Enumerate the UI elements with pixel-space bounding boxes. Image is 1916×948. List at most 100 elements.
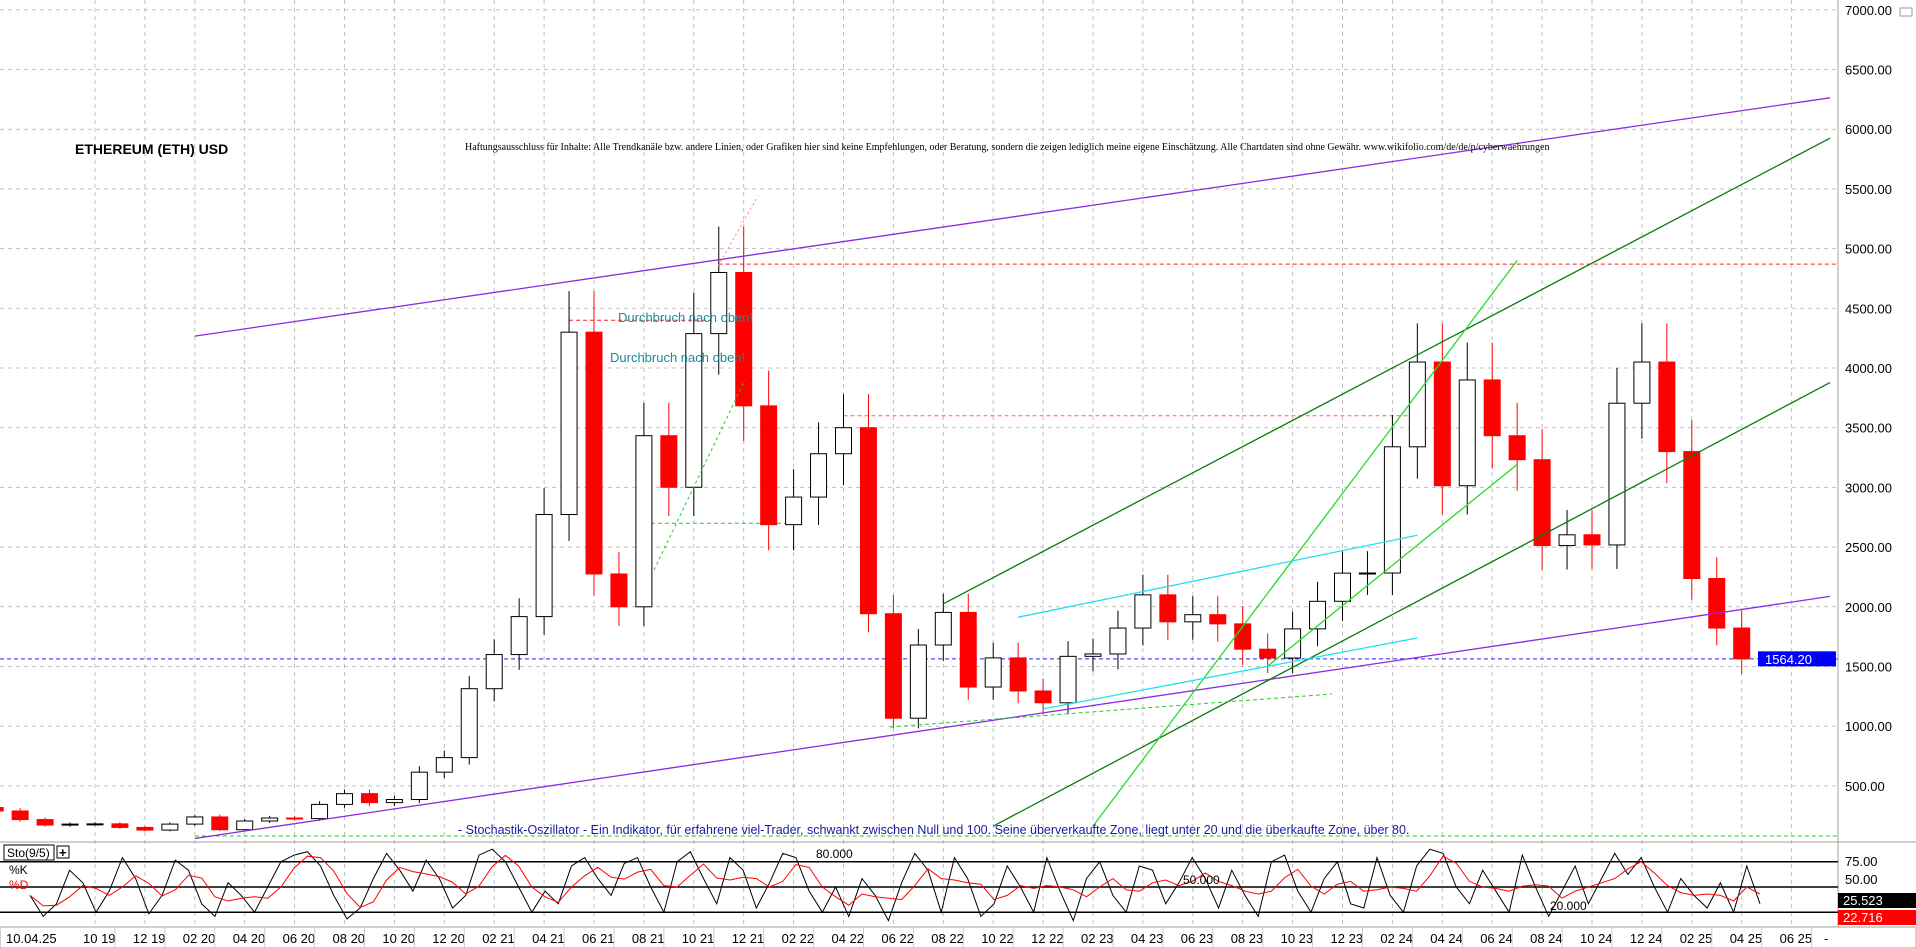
d-value: 22.716: [1843, 910, 1883, 925]
candles: [0, 226, 1751, 832]
upper-channel-line: [194, 97, 1831, 337]
date-tick-label: 10 19: [83, 931, 116, 946]
candle-body: [1284, 628, 1302, 659]
k-value-box: [1838, 893, 1916, 908]
candle-body: [435, 757, 453, 773]
current-date: 10.04.25: [6, 931, 57, 946]
date-tick-label: 02 20: [183, 931, 216, 946]
candle-body: [1334, 572, 1351, 602]
price-tick-label: 1500.00: [1845, 660, 1892, 675]
candle-body: [1309, 600, 1327, 630]
cyan-1-line: [1018, 534, 1418, 618]
candle-body: [485, 654, 503, 690]
price-tick-label: 5000.00: [1845, 242, 1892, 257]
date-tick-label: 10 24: [1580, 931, 1613, 946]
axis-scroll-button[interactable]: -: [1824, 931, 1828, 946]
light-green-2-line: [1267, 463, 1518, 667]
osc-tick-75: 75.00: [1845, 854, 1878, 869]
candle-body: [835, 427, 852, 455]
candle-body: [984, 657, 1002, 688]
indicator-label: Sto(9/5): [7, 846, 50, 860]
candle-body: [1533, 459, 1551, 547]
price-tick-label: 2000.00: [1845, 600, 1892, 615]
candle-body: [635, 435, 653, 608]
osc-level-20: 20.000: [1550, 899, 1587, 913]
candle-body: [1708, 578, 1726, 629]
candle-body: [286, 817, 304, 820]
date-tick-label: 12 22: [1031, 931, 1064, 946]
date-tick-label: 06 25: [1780, 931, 1813, 946]
price-tick-label: 5500.00: [1845, 182, 1892, 197]
d-value-box: [1838, 910, 1916, 925]
date-tick-label: 02 25: [1680, 931, 1713, 946]
candle-body: [760, 405, 778, 526]
date-tick-label: 12 23: [1331, 931, 1364, 946]
stochastic-k-line: [29, 848, 1761, 923]
candle-body: [934, 611, 952, 646]
candle-body: [61, 823, 79, 826]
candle-body: [1683, 451, 1701, 580]
date-axis: [0, 926, 1916, 948]
candle-body: [1259, 648, 1277, 659]
candle-body: [884, 613, 902, 719]
candle-body: [1433, 361, 1451, 487]
candle-body: [735, 271, 753, 407]
panel-minimize-icon[interactable]: [1899, 7, 1913, 17]
date-tick-label: 06 22: [881, 931, 914, 946]
candle-body: [186, 816, 204, 825]
candle-body: [211, 816, 229, 831]
candle-body: [585, 331, 603, 575]
candle-body: [360, 793, 378, 804]
candle-body: [959, 611, 977, 688]
date-tick-label: 02 21: [482, 931, 515, 946]
candle-body: [0, 807, 4, 812]
candle-body: [161, 823, 179, 831]
candle-body: [236, 820, 254, 831]
date-tick-label: 12 19: [133, 931, 166, 946]
grid: [0, 0, 1838, 927]
date-tick-label: 08 20: [333, 931, 366, 946]
indicator-label-box[interactable]: [3, 844, 55, 861]
candle-body: [36, 819, 54, 826]
date-tick-label: 06 24: [1480, 931, 1513, 946]
date-tick-label: 08 23: [1231, 931, 1264, 946]
candle-body: [1658, 361, 1676, 453]
date-tick-label: 04 23: [1131, 931, 1164, 946]
trend-lines: [194, 97, 1831, 840]
candle-body: [1009, 657, 1027, 692]
price-tick-label: 3000.00: [1845, 480, 1892, 495]
last-price-label: 1564.20: [1765, 652, 1812, 667]
disclaimer: Haftungsausschluss für Inhalte: Alle Tre…: [465, 142, 1550, 153]
candle-body: [560, 331, 578, 516]
dotted-helper-line: [717, 195, 759, 267]
candle-body: [111, 823, 129, 828]
price-tick-label: 4000.00: [1845, 361, 1892, 376]
candle-body: [1134, 594, 1152, 629]
stochastic-d-line: [29, 854, 1761, 909]
d-label: %D: [9, 878, 29, 892]
date-tick-label: 02 22: [782, 931, 815, 946]
candle-body: [859, 427, 877, 615]
price-tick-label: 3500.00: [1845, 421, 1892, 436]
date-tick-label: 10 21: [682, 931, 715, 946]
candle-body: [1184, 614, 1202, 623]
green-channel-bottom-line: [992, 381, 1831, 827]
date-tick-label: 10 20: [382, 931, 415, 946]
candle-body: [1209, 614, 1227, 625]
stochastic-panel: [0, 848, 1838, 923]
candle-body: [1733, 627, 1751, 660]
date-tick-label: 10 23: [1281, 931, 1314, 946]
candle-body: [11, 810, 29, 821]
candle-body: [1508, 435, 1526, 461]
last-price-box: [1758, 651, 1836, 667]
price-axis: 7000.00 6500.00 6000.00 5500.00 5000.00 4500.…: [1845, 3, 1892, 794]
osc-level-50: 50.000: [1183, 873, 1220, 887]
candle-body: [136, 826, 154, 831]
candle-body: [86, 823, 104, 826]
candle-body: [311, 803, 329, 820]
add-indicator-button[interactable]: [56, 845, 70, 859]
annotation-breakout-2: Durchbruch nach oben!: [610, 350, 745, 365]
candle-body: [1408, 361, 1426, 448]
date-tick-label: 04 21: [532, 931, 565, 946]
